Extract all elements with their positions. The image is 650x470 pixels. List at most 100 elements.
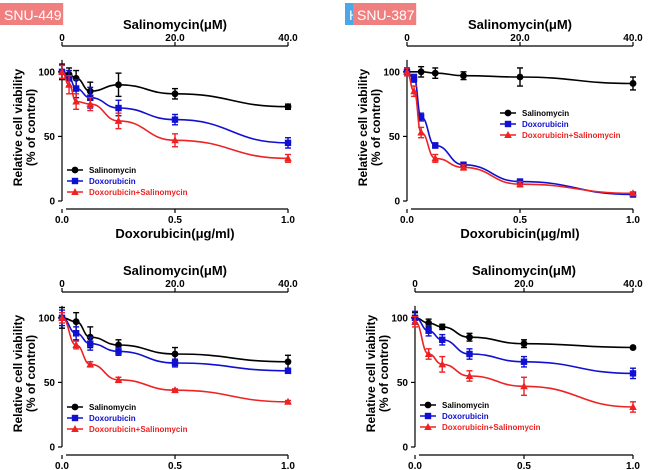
legend-entry: Doxorubicin — [89, 177, 136, 186]
x-tick-label: 1.0 — [281, 215, 295, 226]
legend-marker — [71, 414, 79, 422]
data-point — [72, 318, 80, 326]
y-tick-label: 100 — [383, 67, 400, 78]
top-tick-label: 0 — [59, 33, 65, 44]
data-point — [424, 350, 433, 357]
data-point — [284, 358, 292, 366]
data-point — [439, 336, 446, 343]
series-salinomycin — [411, 311, 637, 351]
top-tick-label: 20.0 — [165, 279, 185, 290]
legend-entry: Doxorubicin — [442, 412, 489, 421]
x-tick-label: 0.0 — [400, 215, 414, 226]
legend-marker — [71, 177, 79, 185]
legend-entry: Doxorubicin+Salinomycin — [442, 423, 541, 432]
series-doxorubicin-salinomycin — [411, 315, 637, 413]
y-axis-subtitle: (% of control) — [369, 89, 383, 166]
y-tick-label: 50 — [389, 132, 401, 143]
data-point — [520, 382, 528, 390]
chart-panel-huh-7: HuH-7Salinomycin(μM)020.040.0050100Relat… — [0, 3, 298, 241]
legend-entry: Doxorubicin+Salinomycin — [89, 188, 188, 197]
data-point — [459, 163, 468, 171]
data-point — [465, 371, 474, 379]
series-doxorubicin — [411, 310, 637, 380]
legend-marker — [424, 401, 432, 409]
x-tick-label: 1.0 — [281, 461, 295, 470]
data-point — [425, 319, 433, 327]
data-point — [411, 317, 419, 325]
data-point — [284, 397, 292, 405]
data-point — [115, 104, 122, 112]
data-point — [115, 348, 122, 355]
data-point — [171, 90, 179, 98]
legend-marker — [504, 120, 512, 128]
legend: Salinomycin Doxorubicin Doxorubicin+Salino… — [500, 109, 621, 140]
legend-marker — [71, 403, 79, 411]
top-tick-label: 20.0 — [514, 279, 534, 290]
x-tick-label: 1.0 — [626, 461, 640, 470]
x-axis-title: Doxorubicin(μg/ml) — [115, 226, 234, 241]
data-point — [629, 402, 637, 410]
data-point — [629, 189, 637, 197]
legend-entry: Salinomycin — [89, 166, 136, 175]
data-point — [58, 67, 66, 75]
legend-marker — [504, 131, 512, 138]
x-tick-label: 0.0 — [408, 461, 422, 470]
x-axis-title: Doxorubicin(μg/ml) — [460, 226, 579, 241]
data-point — [629, 370, 637, 377]
legend: Salinomycin Doxorubicin Doxorubicin+Salino… — [67, 403, 188, 434]
x-tick-label: 0.0 — [55, 215, 69, 226]
legend-entry: Doxorubicin+Salinomycin — [522, 131, 621, 140]
legend-marker — [71, 188, 79, 195]
data-point — [171, 136, 179, 144]
data-point — [431, 69, 439, 77]
y-tick-label: 0 — [394, 197, 400, 208]
top-axis-title: Salinomycin(μM) — [472, 263, 576, 278]
data-point — [410, 87, 418, 95]
y-tick-label: 50 — [44, 132, 56, 143]
y-tick-label: 100 — [38, 67, 55, 78]
legend-entry: Doxorubicin — [522, 120, 569, 129]
data-point — [466, 350, 473, 358]
series-doxorubicin-salinomycin — [403, 67, 637, 197]
data-point — [629, 344, 637, 351]
y-axis-title: Relative cell viability — [11, 314, 25, 432]
top-tick-label: 0 — [59, 279, 65, 290]
data-point — [284, 154, 292, 162]
data-point — [171, 116, 179, 123]
y-tick-label: 0 — [49, 443, 55, 454]
cell-line-label: SNU-387 — [357, 7, 415, 23]
top-tick-label: 40.0 — [278, 279, 298, 290]
y-tick-label: 0 — [402, 443, 408, 454]
cell-line-badge — [353, 3, 417, 25]
legend-marker — [424, 423, 432, 430]
data-point — [516, 180, 524, 188]
series-salinomycin — [58, 63, 292, 111]
data-point — [516, 73, 524, 81]
data-point — [86, 360, 95, 368]
top-tick-label: 40.0 — [623, 279, 643, 290]
data-point — [65, 80, 73, 88]
data-point — [438, 360, 447, 368]
legend-marker — [424, 412, 432, 420]
top-tick-label: 40.0 — [623, 33, 643, 44]
top-axis-title: Salinomycin(μM) — [468, 17, 572, 32]
data-point — [114, 375, 123, 383]
data-point — [115, 341, 122, 349]
y-tick-label: 100 — [38, 313, 55, 324]
legend-marker — [504, 109, 512, 117]
top-axis-title: Salinomycin(μM) — [123, 17, 227, 32]
data-point — [284, 103, 292, 111]
y-tick-label: 50 — [44, 378, 56, 389]
legend: Salinomycin Doxorubicin Doxorubicin+Salino… — [420, 401, 541, 432]
y-axis-title: Relative cell viability — [11, 68, 25, 186]
legend-marker — [71, 166, 79, 174]
chart-panel-snu-387: SNU-387 Salinomycin(μM) 0 20.0 40.0 0 50 100 Rel… — [353, 3, 643, 470]
data-point — [417, 113, 425, 121]
x-tick-label: 0.5 — [513, 215, 527, 226]
y-tick-label: 100 — [391, 313, 408, 324]
x-tick-label: 0.5 — [517, 461, 531, 470]
data-point — [520, 340, 528, 348]
series-salinomycin — [403, 65, 637, 91]
data-point — [72, 330, 80, 337]
